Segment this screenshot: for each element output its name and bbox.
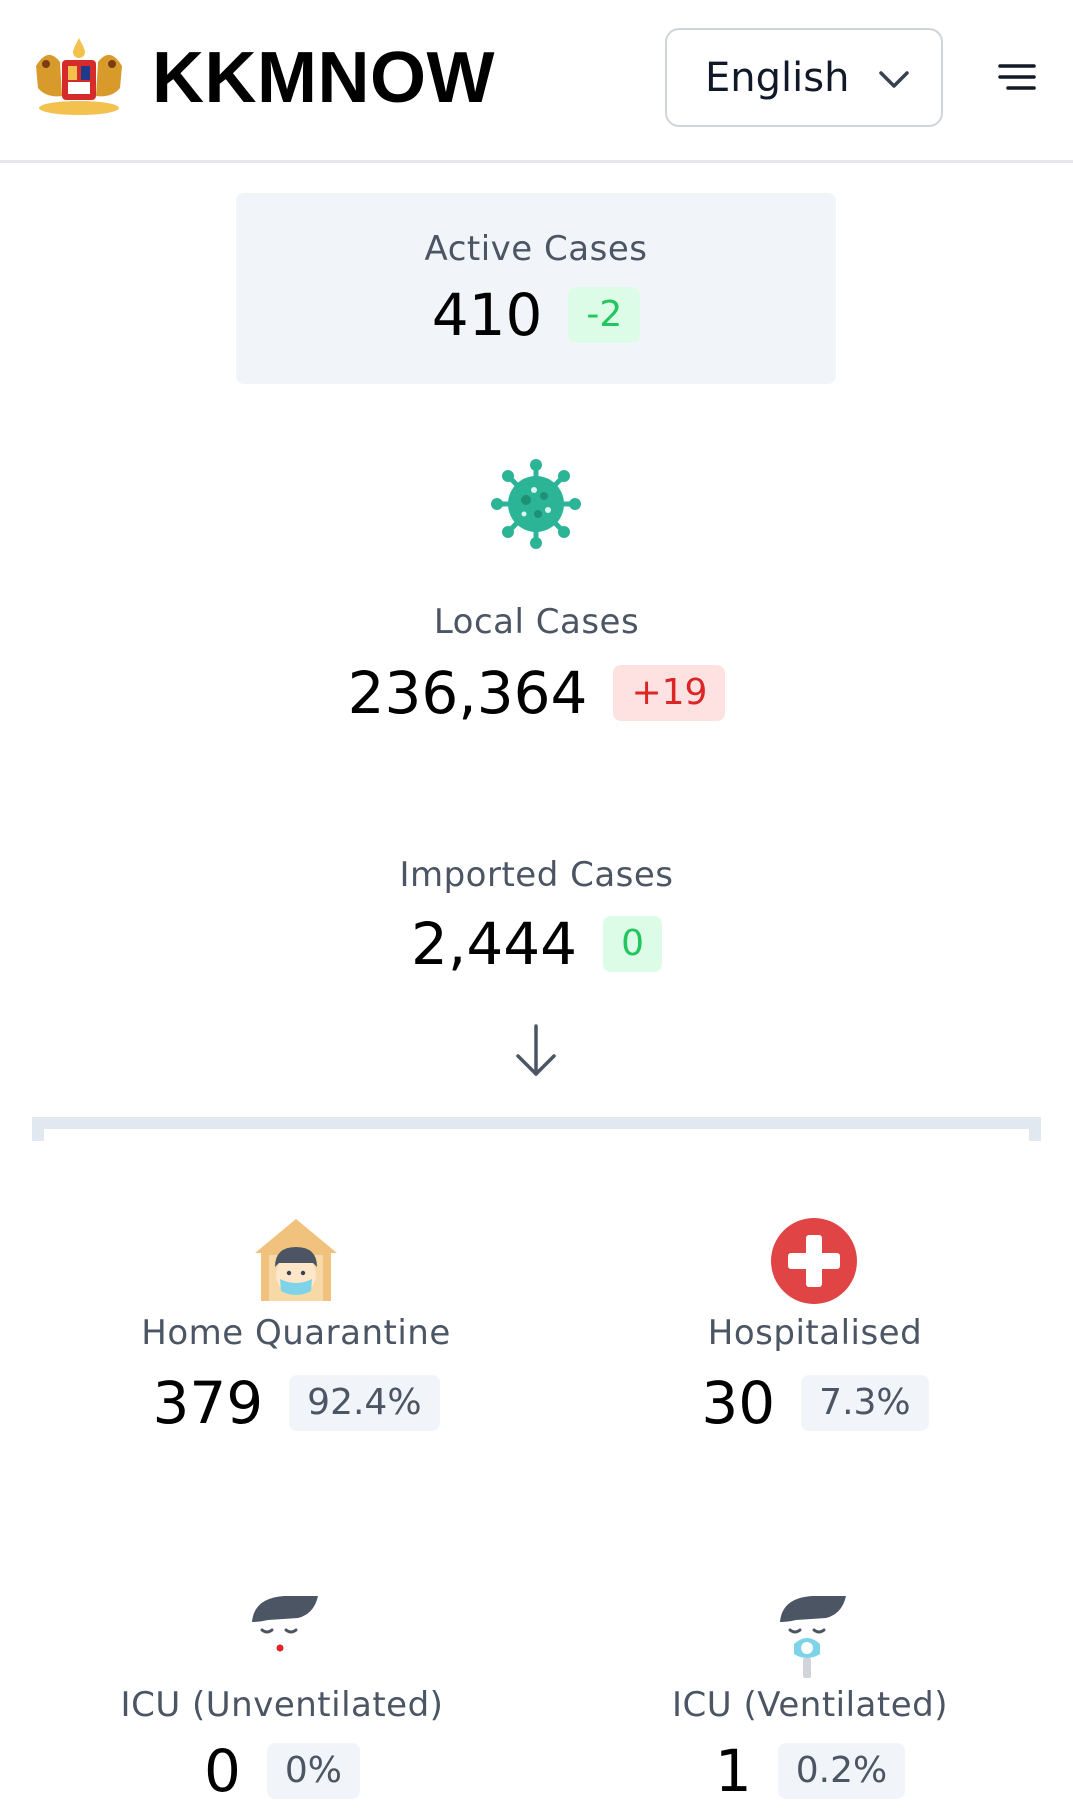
icu-ventilated-value: 1	[714, 1737, 752, 1805]
malaysia-coat-of-arms-icon[interactable]	[28, 36, 130, 118]
language-select[interactable]: English	[665, 28, 943, 127]
home-quarantine-label: Home Quarantine	[141, 1313, 451, 1353]
local-cases-label: Local Cases	[433, 602, 640, 642]
local-cases-value: 236,364	[347, 659, 588, 727]
active-cases-card: Active Cases 410 -2	[236, 193, 836, 384]
icu-unventilated-value: 0	[203, 1737, 241, 1805]
app-header: KKMNOW English	[0, 0, 1073, 163]
chevron-down-icon	[879, 71, 909, 88]
home-quarantine-icon	[255, 1219, 337, 1301]
language-select-value: English	[705, 54, 850, 101]
imported-cases-label: Imported Cases	[399, 855, 674, 895]
arrow-down-icon	[516, 1024, 556, 1076]
local-cases-delta-badge: +19	[613, 665, 726, 721]
virus-icon	[491, 459, 581, 549]
active-cases-delta-badge: -2	[568, 287, 641, 343]
home-quarantine-value: 379	[152, 1369, 264, 1437]
active-cases-label: Active Cases	[424, 229, 648, 269]
imported-cases-value: 2,444	[411, 910, 578, 978]
hospital-cross-icon	[771, 1218, 857, 1304]
icu-unventilated-label: ICU (Unventilated)	[120, 1685, 444, 1725]
icu-ventilated-icon	[780, 1596, 846, 1678]
hospitalised-label: Hospitalised	[707, 1313, 923, 1353]
home-quarantine-pct-badge: 92.4%	[289, 1375, 440, 1431]
icu-unventilated-icon	[252, 1596, 318, 1652]
hospitalised-pct-badge: 7.3%	[801, 1375, 929, 1431]
imported-cases-delta-badge: 0	[603, 916, 662, 972]
icu-ventilated-pct-badge: 0.2%	[777, 1743, 906, 1799]
breakdown-bracket	[32, 1117, 1041, 1141]
hospitalised-value: 30	[701, 1369, 776, 1437]
active-cases-value: 410	[431, 281, 543, 349]
hamburger-menu-icon[interactable]	[994, 56, 1042, 98]
icu-ventilated-label: ICU (Ventilated)	[672, 1685, 948, 1725]
app-title[interactable]: KKMNOW	[152, 38, 495, 118]
icu-unventilated-pct-badge: 0%	[266, 1743, 361, 1799]
